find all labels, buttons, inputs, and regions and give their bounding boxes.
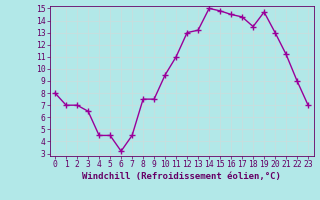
X-axis label: Windchill (Refroidissement éolien,°C): Windchill (Refroidissement éolien,°C) [82,172,281,181]
